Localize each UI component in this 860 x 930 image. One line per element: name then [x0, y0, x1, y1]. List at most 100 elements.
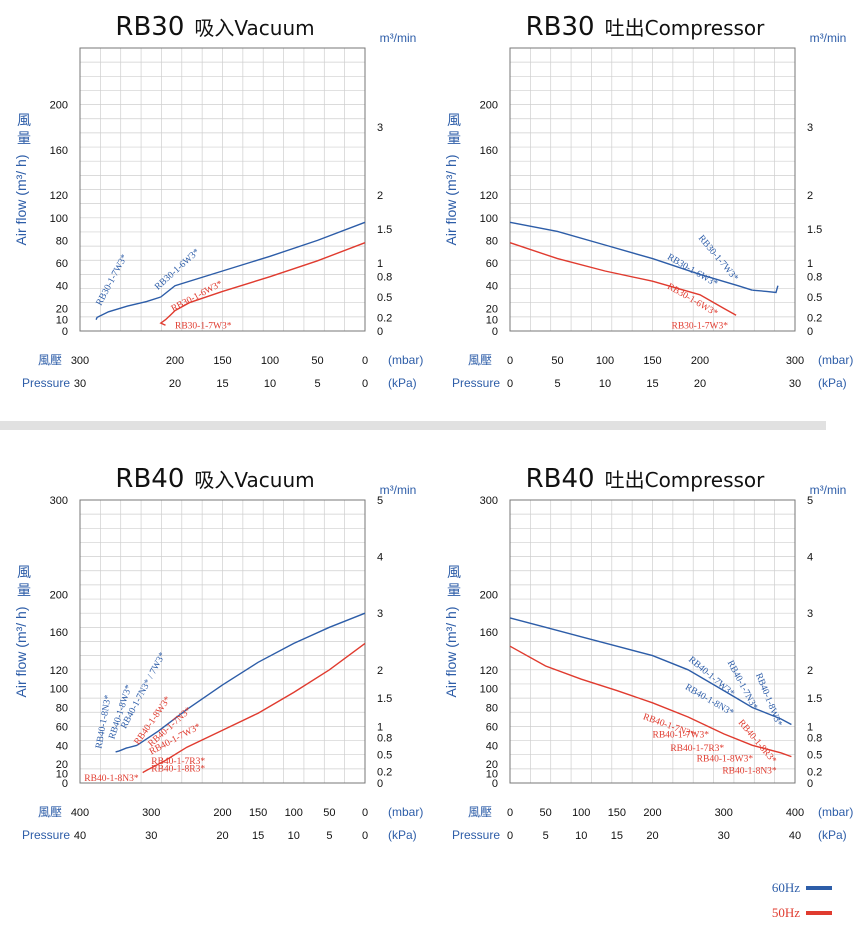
x-tick-mbar: 50	[323, 807, 335, 819]
series-line-60hz	[509, 617, 792, 726]
y2-tick-label: 0.8	[377, 272, 392, 284]
x-tick-mbar: 200	[213, 807, 231, 819]
x-tick-mbar: 0	[507, 355, 513, 367]
y-label-cn-2: 量	[17, 130, 31, 146]
y-tick-label: 40	[486, 281, 498, 293]
y-tick-label: 200	[480, 100, 498, 112]
series-line-60hz	[509, 221, 753, 291]
curve-label: RB40-1-8N3*	[94, 694, 113, 750]
y-tick-label: 160	[50, 627, 68, 639]
y2-tick-label: 4	[377, 552, 383, 564]
y-tick-label: 20	[486, 303, 498, 315]
x-tick-kpa: 15	[646, 378, 658, 390]
y2-unit-label: m³/min	[380, 483, 417, 497]
y-tick-label: 120	[480, 190, 498, 202]
y2-tick-label: 0.2	[807, 312, 822, 324]
y2-tick-label: 4	[807, 552, 813, 564]
x-tick-mbar: 400	[786, 807, 804, 819]
y-tick-label: 20	[56, 759, 68, 771]
y2-tick-label: 2	[377, 190, 383, 202]
x-tick-mbar: 400	[71, 807, 89, 819]
y-tick-label: 300	[480, 495, 498, 507]
chart-title-model: RB40	[526, 464, 595, 494]
x-tick-kpa: 10	[264, 378, 276, 390]
chart-rb30-compressor: RB30 吐出Compressor m³/min 0 10 20 40 60 80 100 120 1…	[430, 0, 860, 420]
curve-label: RB40-1-8N3*	[722, 767, 777, 777]
y2-tick-label: 1	[807, 258, 813, 270]
x-unit-mbar: (mbar)	[818, 353, 853, 367]
x-tick-kpa: 20	[694, 378, 706, 390]
x-unit-kpa: (kPa)	[818, 828, 847, 842]
y-tick-label: 80	[486, 703, 498, 715]
y2-tick-label: 0.2	[377, 312, 392, 324]
chart-title: RB40 吐出Compressor	[526, 464, 766, 494]
y-axis-label: 風量 Air flow (m³/ h)	[443, 112, 461, 246]
x-unit-kpa: (kPa)	[818, 376, 847, 390]
y2-tick-label: 0.5	[377, 750, 392, 762]
x-tick-mbar: 300	[142, 807, 160, 819]
x-tick-kpa: 5	[543, 830, 549, 842]
y2-tick-label: 1.5	[807, 224, 822, 236]
curve-label: RB40-1-8W3*	[697, 754, 754, 764]
y-tick-label: 300	[50, 495, 68, 507]
chart-title: RB30 吸入Vacuum	[115, 12, 314, 42]
chart-svg: RB40 吐出Compressor m³/min010204060801001201…	[443, 464, 853, 842]
legend-item-60hz: 60Hz	[772, 880, 832, 896]
x-label-kpa: Pressure	[452, 828, 500, 842]
y2-tick-label: 1.5	[377, 224, 392, 236]
x-tick-kpa: 15	[611, 830, 623, 842]
chart-title-mode: 吸入Vacuum	[194, 16, 314, 40]
y2-tick-label: 1.5	[377, 693, 392, 705]
y-label-cn-2: 量	[447, 130, 461, 146]
y2-tick-label: 0.2	[807, 767, 822, 779]
y2-tick-label: 1	[807, 721, 813, 733]
x-tick-kpa: 30	[789, 378, 801, 390]
y-tick-label: 10	[486, 769, 498, 781]
series-line-50hz	[142, 767, 152, 774]
x-tick-mbar: 100	[572, 807, 590, 819]
y-tick-label: 0	[492, 326, 498, 338]
curve-label: RB40-1-8R3*	[151, 765, 205, 775]
y-tick-label: 60	[486, 721, 498, 733]
chart-title-model: RB30	[526, 12, 595, 42]
x-tick-kpa: 40	[789, 830, 801, 842]
x-tick-mbar: 0	[362, 807, 368, 819]
x-tick-mbar: 200	[691, 355, 709, 367]
curve-label: RB30-1-7W3*	[175, 322, 232, 332]
x-tick-kpa: 5	[326, 830, 332, 842]
x-unit-mbar: (mbar)	[388, 353, 423, 367]
curve-label: RB40-1-8N3*	[84, 774, 139, 784]
y2-unit-label: m³/min	[380, 31, 417, 45]
y-tick-label: 0	[492, 778, 498, 790]
curve-label: RB30-1-7W3*	[672, 322, 729, 332]
y2-tick-label: 0.5	[807, 292, 822, 304]
y2-tick-label: 0	[807, 326, 813, 338]
y-tick-label: 100	[50, 684, 68, 696]
x-label-mbar: 風壓	[468, 353, 492, 367]
x-tick-kpa: 0	[507, 830, 513, 842]
curve-label: RB30-1-6W3*	[153, 247, 202, 292]
x-tick-mbar: 300	[786, 355, 804, 367]
x-tick-mbar: 100	[261, 355, 279, 367]
curve-label: RB40-1-7W3*	[653, 731, 710, 741]
x-tick-kpa: 30	[718, 830, 730, 842]
x-label-kpa: Pressure	[22, 376, 70, 390]
chart-title-model: RB40	[115, 464, 184, 494]
y-label-cn-1: 風	[447, 112, 461, 128]
series-line-50hz	[509, 645, 792, 758]
chart-rb30-vacuum: RB30 吸入Vacuum m³/min 0 10 20 40 60 80 100 120 160 20…	[0, 0, 430, 420]
chart-title: RB30 吐出Compressor	[526, 12, 766, 42]
y2-tick-label: 0.8	[807, 272, 822, 284]
x-label-mbar: 風壓	[38, 353, 62, 367]
chart-svg: RB30 吸入Vacuum m³/min0102040608010012016020…	[13, 12, 423, 390]
legend: 60Hz 50Hz	[772, 880, 832, 930]
series-line-50hz	[174, 242, 366, 312]
series-line-60hz	[752, 285, 779, 294]
y-label-en: Air flow (m³/ h)	[13, 607, 29, 698]
y-label-en: Air flow (m³/ h)	[13, 155, 29, 246]
y2-tick-label: 0	[807, 778, 813, 790]
y-tick-label: 40	[56, 740, 68, 752]
x-tick-mbar: 0	[362, 355, 368, 367]
x-tick-mbar: 150	[643, 355, 661, 367]
y-label-cn-1: 風	[447, 564, 461, 580]
